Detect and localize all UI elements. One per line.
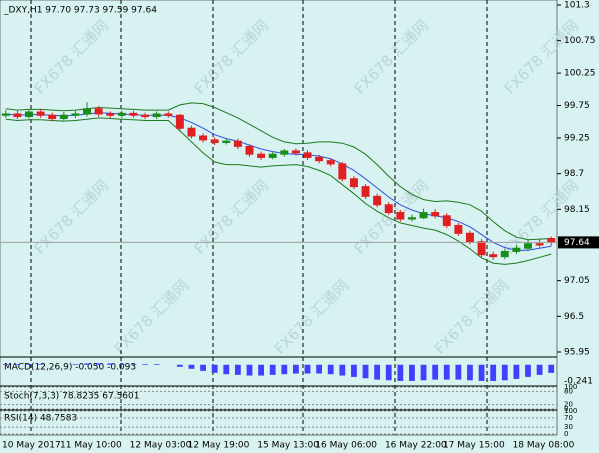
candle-body [373,195,382,206]
candle-body [59,114,68,120]
candle-body [13,113,22,118]
candle-body [512,247,521,252]
last-price-box [558,236,599,249]
candle-body [349,178,358,188]
rsi-label: RSI(14) 48.7583 [4,414,77,424]
candle-body [199,135,208,141]
x-tick-label: 17 May 15:00 [443,441,505,451]
candle-body [25,111,33,118]
candle-body [187,127,196,137]
candle-body [326,160,335,165]
candle-body [210,139,219,144]
rsi-tick-label: 30 [564,423,573,431]
y-tick-label: 100.25 [564,69,596,79]
stoch-tick-label: 0 [564,405,568,413]
x-tick-label: 16 May 06:00 [315,441,377,451]
stoch-label: Stoch(7,3,3) 78.8235 67.5601 [4,392,139,402]
stoch-tick-label: 20 [564,401,573,409]
candle-body [94,108,103,115]
candle-body [338,163,347,180]
candle-body [465,232,474,243]
y-tick-label: 98.15 [564,205,590,215]
y-tick-label: 96.5 [564,312,584,322]
candle-body [535,243,544,246]
candle-body [384,204,393,214]
candle-body [117,112,126,116]
candle-body [361,186,370,197]
candle-body [419,212,428,219]
y-tick-label: 101.3 [564,1,590,11]
candle-body [152,113,161,118]
candle-body [477,241,486,256]
candle-body [454,225,463,234]
candle-body [431,212,440,217]
candle-body [106,113,115,116]
candle-body [48,114,57,120]
candle-body [175,114,184,129]
rsi-tick-label: 70 [564,414,573,422]
day-separators [30,0,488,435]
candle-body [268,153,277,158]
candle-body [291,150,300,154]
last-price-label: 97.64 [564,238,590,248]
macd-tick-label: -0.241 [564,377,593,387]
y-tick-label: 98.7 [564,169,584,179]
plot-area [0,0,558,436]
candle-body [524,243,532,249]
candle-body [71,113,80,116]
candle-body [315,156,324,162]
candle-body [257,153,266,158]
rsi-tick-label: 0 [564,430,568,438]
stoch-tick-label: 80 [564,387,573,395]
macd-label: MACD(12,26,9) -0.050 -0.093 [4,363,136,373]
candle-body [141,114,150,118]
candle-body [489,254,498,258]
y-tick-label: 95.95 [564,348,590,358]
x-tick-label: 11 May 10:00 [60,441,122,451]
candle-body [83,108,92,115]
y-tick-label: 99.25 [564,133,590,143]
y-tick-label: 99.75 [564,101,590,111]
candle-body [222,140,231,144]
candle-body [245,145,254,155]
x-tick-label: 16 May 22:00 [385,441,447,451]
candle-body [547,237,556,243]
candle-body [500,250,509,258]
candle-body [442,215,451,227]
x-tick-label: 10 May 2017 [2,441,61,451]
x-tick-label: 18 May 08:00 [513,441,575,451]
rsi-tick-label: 100 [564,407,577,415]
candle-body [129,112,138,116]
y-tick-label: 97.05 [564,276,590,286]
band-line [5,102,552,241]
stoch-tick-label: 100 [564,383,577,391]
candle-body [280,150,289,155]
candle-body [407,217,416,220]
x-tick-label: 12 May 03:00 [130,441,192,451]
candle-body [233,140,242,147]
y-tick-label: 100.75 [564,36,596,46]
candle-body [164,113,173,116]
candle-body [396,212,405,220]
x-tick-label: 12 May 19:00 [188,441,250,451]
candle-body [303,152,312,158]
x-tick-label: 15 May 13:00 [257,441,319,451]
candle-body [1,113,10,116]
header: _DXY,H1 97.70 97.73 97.59 97.64 [3,6,157,16]
candle-body [36,111,45,116]
